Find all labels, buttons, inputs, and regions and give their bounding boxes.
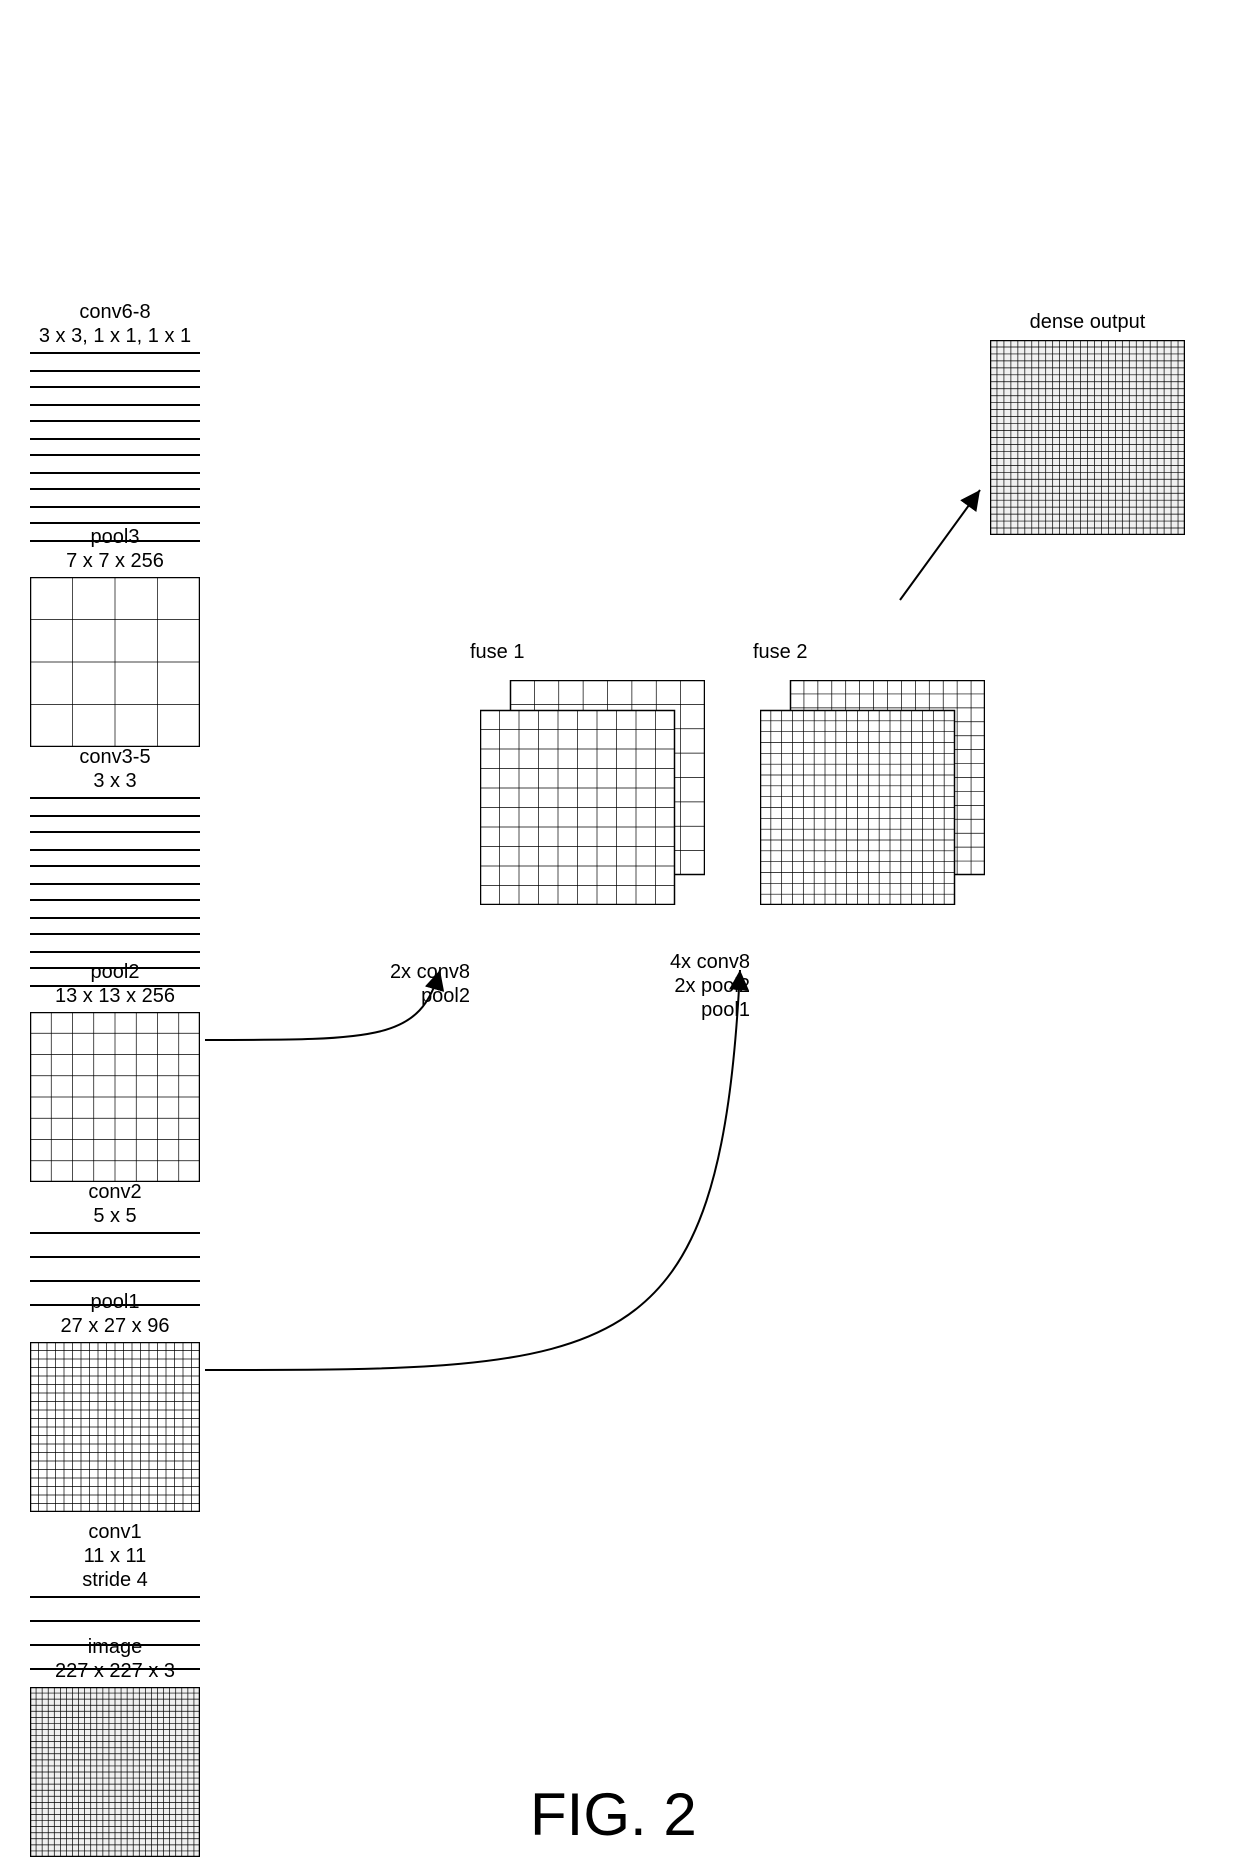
arrows-layer xyxy=(0,0,1240,1859)
arrow-fuse2-dense xyxy=(900,490,980,600)
arrow-pool1-fuse2 xyxy=(205,970,740,1370)
arrow-pool2-fuse1 xyxy=(205,970,440,1040)
figure-label: FIG. 2 xyxy=(530,1780,697,1849)
